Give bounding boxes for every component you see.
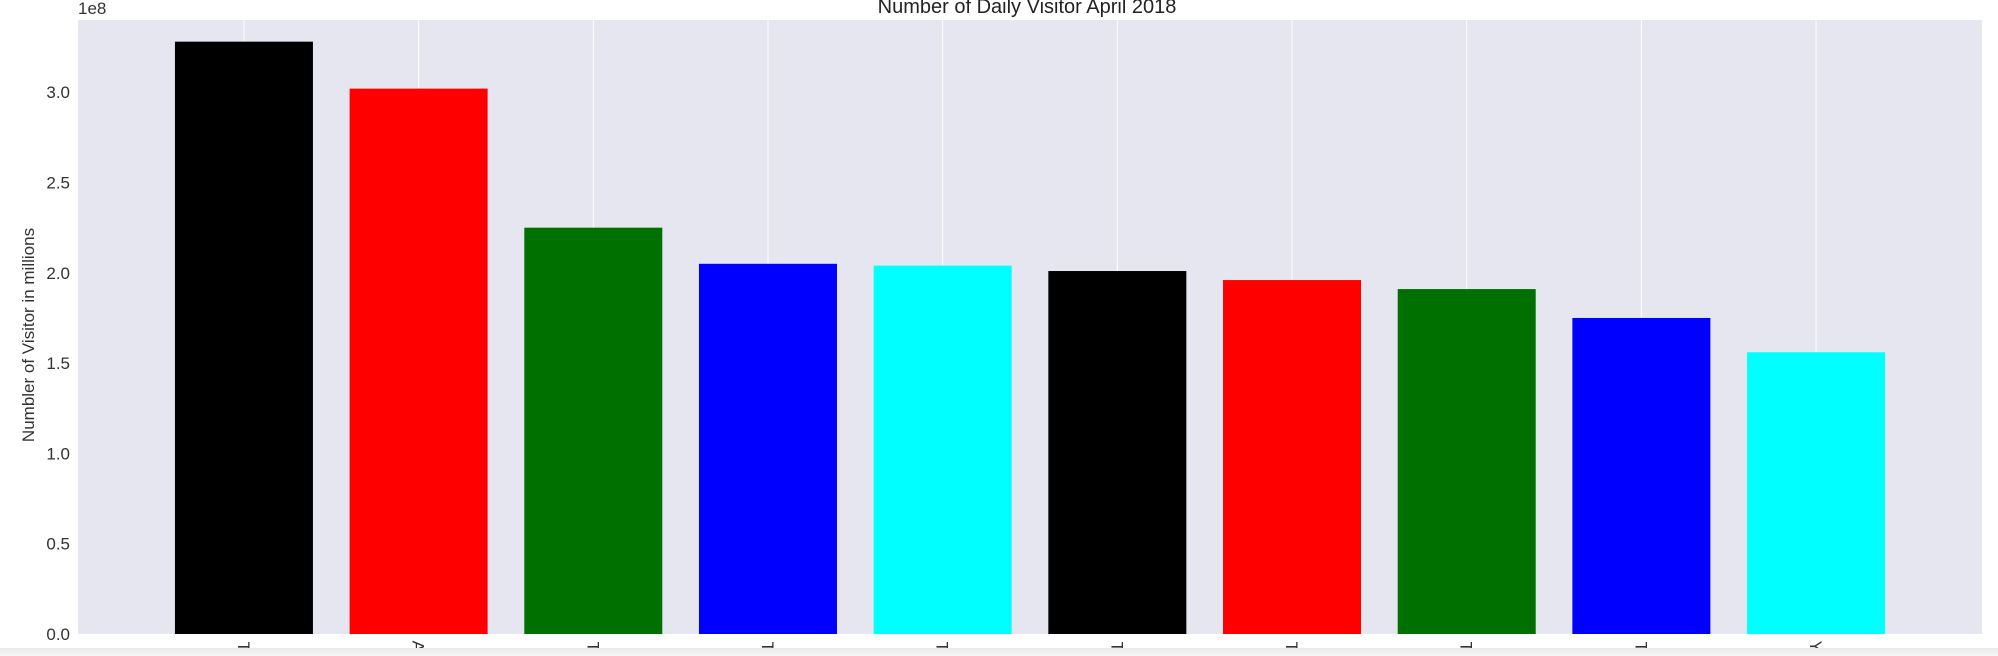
bar [1223, 280, 1362, 634]
bar [1747, 352, 1886, 634]
bar [698, 263, 837, 634]
y-tick-label: 2.5 [46, 174, 70, 193]
bar [1048, 271, 1187, 634]
window-bottom-edge [0, 648, 1998, 656]
y-tick-label: 0.0 [46, 625, 70, 644]
y-tick-label: 1.0 [46, 444, 70, 463]
bar [1572, 317, 1711, 634]
chart-title: Number of Daily Visitor April 2018 [878, 0, 1177, 18]
x-tick-label: T [1631, 642, 1650, 652]
y-tick-label: 2.0 [46, 264, 70, 283]
bar [873, 265, 1012, 634]
bar [524, 227, 663, 635]
bar [174, 41, 313, 634]
y-tick-label: 0.5 [46, 535, 70, 554]
x-tick-label: T [1107, 642, 1126, 652]
y-axis-offset-label: 1e8 [78, 0, 106, 18]
bar [349, 88, 488, 634]
x-tick-label: T [583, 642, 602, 652]
bar [1397, 289, 1536, 634]
y-axis-ticks: 0.0 0.5 1.0 1.5 2.0 2.5 3.0 [46, 83, 70, 644]
x-tick-label: T [758, 642, 777, 652]
bars [174, 41, 1886, 635]
y-axis-label: Numbler of Visitor in millions [19, 228, 38, 442]
y-tick-label: 1.5 [46, 354, 70, 373]
x-tick-label: T [234, 642, 253, 652]
x-tick-label: T [1457, 642, 1476, 652]
x-tick-label: T [1282, 642, 1301, 652]
y-tick-label: 3.0 [46, 83, 70, 102]
x-tick-label: Y [1806, 641, 1825, 652]
x-tick-label: T [933, 642, 952, 652]
